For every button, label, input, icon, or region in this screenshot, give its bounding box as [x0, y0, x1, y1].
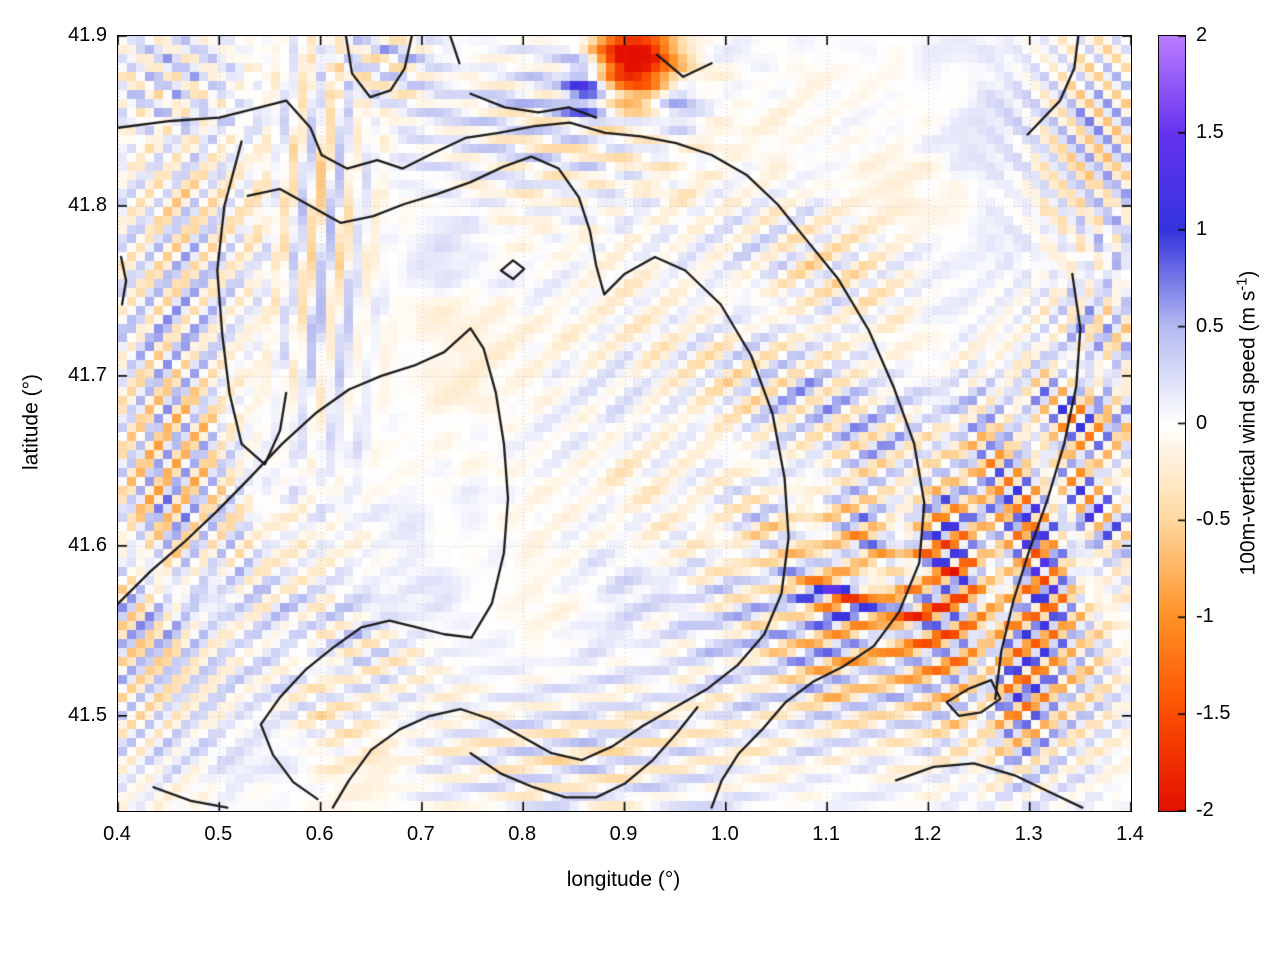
x-tick-1.2: 1.2 [913, 823, 942, 845]
y-axis-label: latitude (°) [19, 374, 43, 470]
plot-area [117, 35, 1132, 812]
x-tick-0.8: 0.8 [508, 823, 537, 845]
colorbar-tick-0: 0 [1196, 411, 1208, 434]
heatmap-canvas [118, 36, 1131, 811]
colorbar-tick-0.5: 0.5 [1196, 314, 1224, 337]
x-tick-1.1: 1.1 [812, 823, 840, 845]
colorbar-tick--1: -1 [1196, 605, 1214, 628]
x-axis-label: longitude (°) [566, 868, 681, 891]
colorbar-tick--0.5: -0.5 [1196, 508, 1231, 531]
colorbar-label-superscript: -1 [1234, 277, 1251, 291]
x-tick-1.3: 1.3 [1014, 823, 1043, 845]
colorbar-tick--1.5: -1.5 [1196, 702, 1231, 725]
y-tick-41.5: 41.5 [68, 703, 107, 726]
x-tick-0.6: 0.6 [305, 823, 334, 845]
colorbar-tick-1.5: 1.5 [1196, 120, 1224, 143]
colorbar-tick--2: -2 [1196, 799, 1214, 821]
colorbar-tick-1: 1 [1196, 217, 1208, 240]
x-tick-1.4: 1.4 [1116, 823, 1144, 845]
colorbar-tick-2: 2 [1196, 24, 1208, 46]
y-tick-41.8: 41.8 [68, 193, 107, 216]
colorbar-label-close: ) [1236, 270, 1260, 278]
y-tick-41.7: 41.7 [68, 363, 107, 386]
x-tick-0.5: 0.5 [204, 823, 233, 845]
y-tick-41.9: 41.9 [68, 24, 107, 46]
colorbar [1158, 35, 1186, 812]
x-tick-0.9: 0.9 [609, 823, 638, 845]
y-tick-41.6: 41.6 [68, 533, 107, 556]
x-tick-1.0: 1.0 [710, 823, 739, 845]
x-tick-0.4: 0.4 [103, 823, 131, 845]
x-tick-0.7: 0.7 [406, 823, 435, 845]
